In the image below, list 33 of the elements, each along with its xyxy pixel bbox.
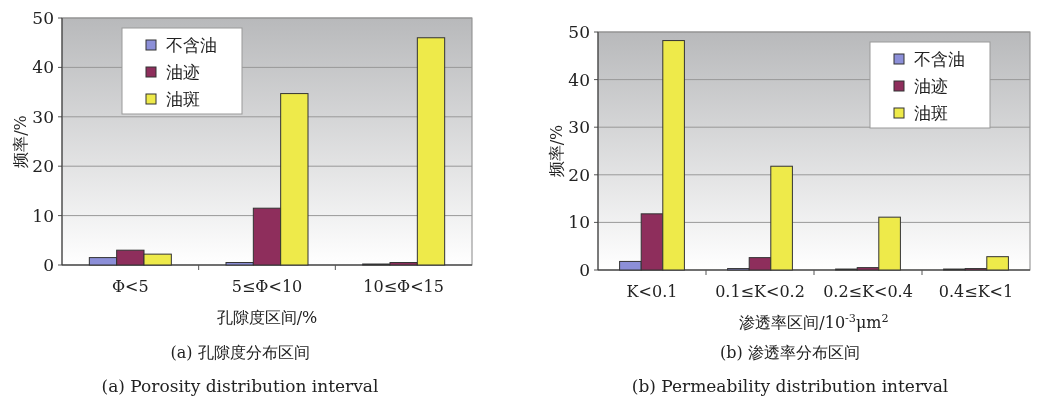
y-tick-label: 30 xyxy=(568,117,590,138)
legend-label: 不含油 xyxy=(166,35,217,55)
x-tick-label: Φ<5 xyxy=(111,277,149,296)
text: (a) Porosity distribution interval xyxy=(101,376,379,396)
text: (b) Permeability distribution interval xyxy=(631,376,949,396)
y-tick-label: 20 xyxy=(32,156,54,177)
legend-label: 油迹 xyxy=(914,76,948,96)
legend-label: 油斑 xyxy=(914,103,948,123)
x-axis-title: 孔隙度区间/% xyxy=(216,308,318,327)
y-tick-label: 40 xyxy=(32,57,54,78)
y-tick-label: 20 xyxy=(568,164,590,185)
y-tick-label: 0 xyxy=(43,255,54,275)
y-tick-label: 10 xyxy=(568,212,590,233)
y-axis-title: 频率/% xyxy=(547,124,566,178)
legend-label: 不含油 xyxy=(914,49,965,69)
y-tick-label: 50 xyxy=(32,8,54,28)
x-tick-label: 10≤Φ<15 xyxy=(363,277,444,296)
text: (a) 孔隙度分布区间 xyxy=(170,343,310,362)
x-tick-label: 0.2≤K<0.4 xyxy=(823,282,913,301)
y-tick-label: 0 xyxy=(579,260,590,280)
y-axis-title: 频率/% xyxy=(11,115,30,168)
x-tick-label: 0.1≤K<0.2 xyxy=(715,282,805,301)
x-tick-label: K<0.1 xyxy=(626,282,678,301)
text: (b) 渗透率分布区间 xyxy=(720,343,860,362)
y-tick-label: 40 xyxy=(568,69,590,90)
x-axis-title: 渗透率区间/10$^{-3}$μm$^{2}$ xyxy=(739,311,889,332)
y-tick-label: 30 xyxy=(32,106,54,127)
legend-label: 油斑 xyxy=(166,89,200,109)
y-tick-label: 10 xyxy=(32,205,54,226)
x-tick-label: 5≤Φ<10 xyxy=(231,277,303,296)
x-tick-label: 0.4≤K<1 xyxy=(938,282,1014,301)
y-tick-label: 50 xyxy=(568,22,590,42)
legend-label: 油迹 xyxy=(166,62,200,82)
